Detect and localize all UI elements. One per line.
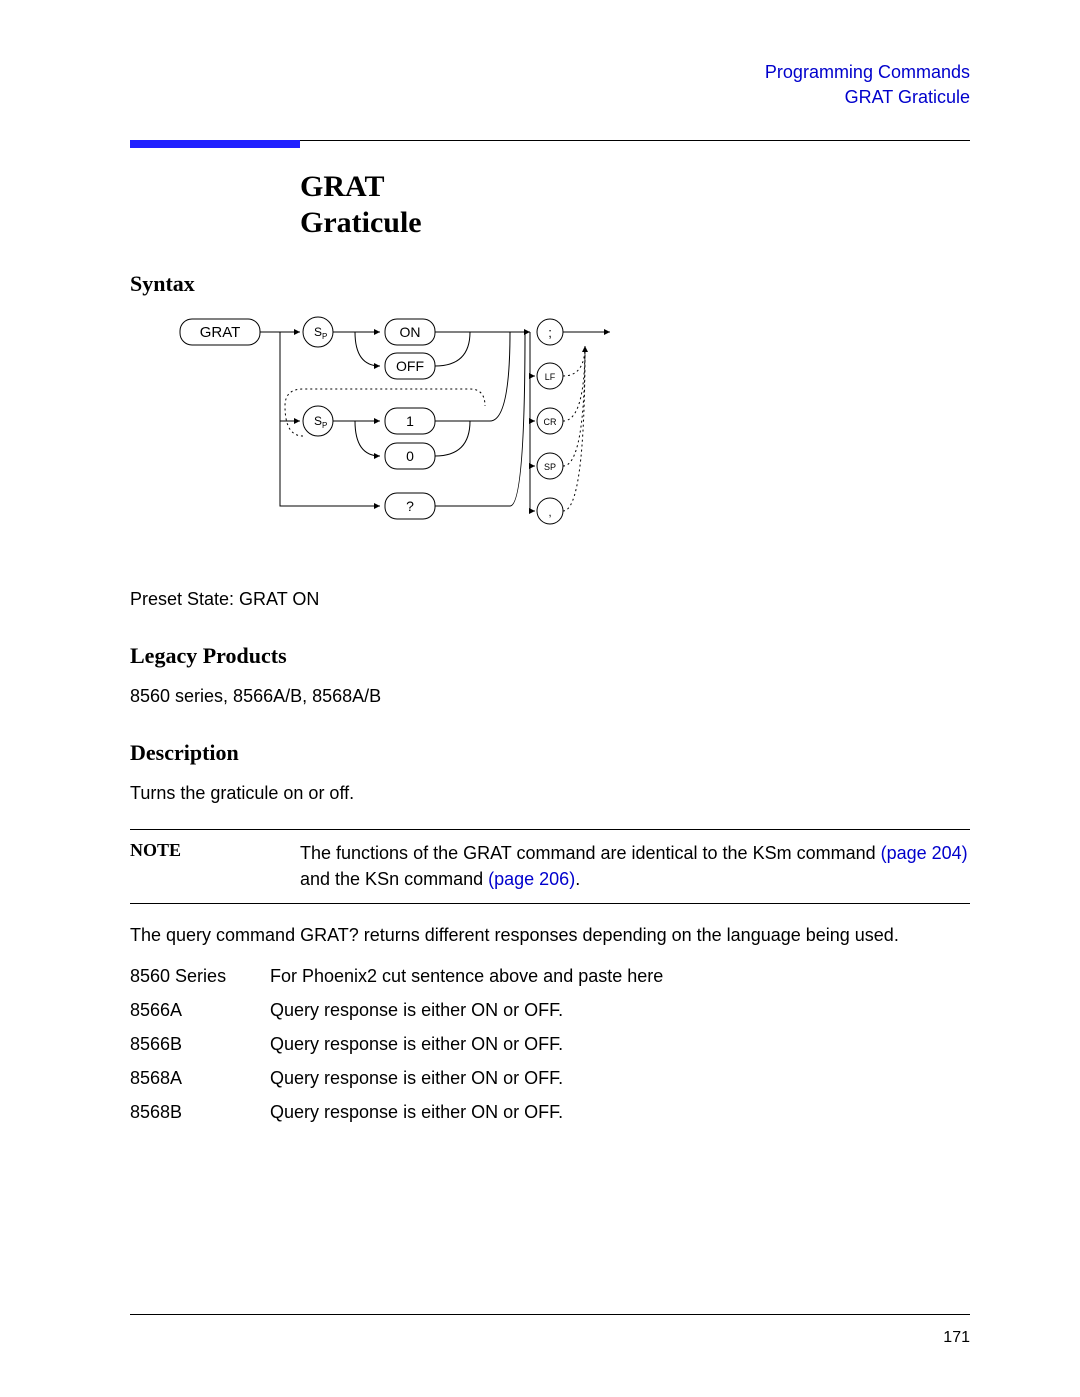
legacy-products-text: 8560 series, 8566A/B, 8568A/B — [130, 683, 970, 710]
note-text-1: The functions of the GRAT command are id… — [300, 843, 881, 863]
diag-term-comma: , — [548, 507, 551, 519]
title-block: GRAT Graticule — [300, 169, 970, 241]
table-row: 8560 Series For Phoenix2 cut sentence ab… — [130, 959, 970, 993]
title-rule — [130, 140, 970, 141]
resp-model: 8566A — [130, 993, 270, 1027]
note-link-2[interactable]: (page 206) — [488, 869, 575, 889]
description-heading: Description — [130, 740, 970, 766]
page-header: Programming Commands GRAT Graticule — [130, 60, 970, 110]
note-body: The functions of the GRAT command are id… — [300, 840, 970, 892]
title-line-2: Graticule — [300, 205, 970, 241]
diag-q: ? — [406, 498, 414, 514]
header-line-2: GRAT Graticule — [130, 85, 970, 110]
page-number: 171 — [943, 1329, 970, 1346]
note-label: NOTE — [130, 840, 300, 892]
diag-term-sp: SP — [544, 462, 556, 472]
table-row: 8568B Query response is either ON or OFF… — [130, 1095, 970, 1129]
title-line-1: GRAT — [300, 169, 970, 205]
svg-text:P: P — [322, 332, 327, 341]
svg-text:S: S — [314, 414, 322, 428]
page-footer: 171 — [130, 1314, 970, 1347]
syntax-diagram: GRAT S P ON OFF S P 1 — [170, 311, 970, 576]
query-intro: The query command GRAT? returns differen… — [130, 922, 970, 949]
resp-model: 8568B — [130, 1095, 270, 1129]
resp-model: 8568A — [130, 1061, 270, 1095]
diag-on: ON — [400, 324, 421, 340]
diag-1: 1 — [406, 413, 414, 429]
page: Programming Commands GRAT Graticule GRAT… — [0, 0, 1080, 1397]
diag-term-cr: CR — [544, 417, 557, 427]
svg-text:P: P — [322, 421, 327, 430]
note-text-2: and the KSn command — [300, 869, 488, 889]
response-table: 8560 Series For Phoenix2 cut sentence ab… — [130, 959, 970, 1130]
railroad-diagram-svg: GRAT S P ON OFF S P 1 — [170, 311, 670, 571]
table-row: 8566A Query response is either ON or OFF… — [130, 993, 970, 1027]
table-row: 8568A Query response is either ON or OFF… — [130, 1061, 970, 1095]
note-box: NOTE The functions of the GRAT command a… — [130, 829, 970, 903]
diag-0: 0 — [406, 448, 414, 464]
note-text-3: . — [575, 869, 580, 889]
resp-model: 8560 Series — [130, 959, 270, 993]
resp-model: 8566B — [130, 1027, 270, 1061]
diag-grat-label: GRAT — [200, 324, 241, 341]
horizontal-rule — [300, 140, 970, 141]
preset-state: Preset State: GRAT ON — [130, 586, 970, 613]
table-row: 8566B Query response is either ON or OFF… — [130, 1027, 970, 1061]
svg-text:S: S — [314, 325, 322, 339]
description-text: Turns the graticule on or off. — [130, 780, 970, 807]
resp-text: Query response is either ON or OFF. — [270, 993, 563, 1027]
resp-text: Query response is either ON or OFF. — [270, 1027, 563, 1061]
note-link-1[interactable]: (page 204) — [881, 843, 968, 863]
diag-term-semi: ; — [548, 325, 552, 340]
resp-text: Query response is either ON or OFF. — [270, 1095, 563, 1129]
resp-text: Query response is either ON or OFF. — [270, 1061, 563, 1095]
diag-off: OFF — [396, 358, 424, 374]
resp-text: For Phoenix2 cut sentence above and past… — [270, 959, 663, 993]
legacy-heading: Legacy Products — [130, 643, 970, 669]
syntax-heading: Syntax — [130, 271, 970, 297]
diag-term-lf: LF — [545, 372, 556, 382]
blue-accent-bar — [130, 140, 300, 148]
header-line-1: Programming Commands — [130, 60, 970, 85]
